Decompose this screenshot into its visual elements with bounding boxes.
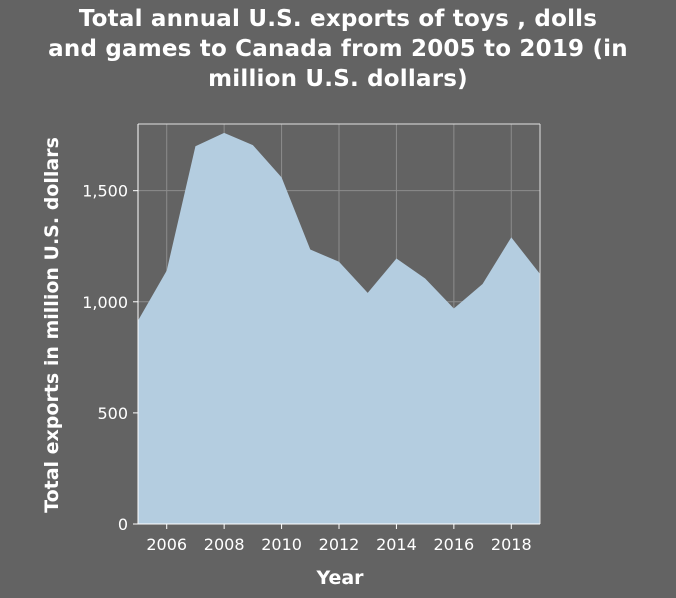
y-tick-label: 0	[118, 515, 128, 534]
x-tick-label: 2014	[376, 535, 417, 554]
x-tick-label: 2008	[204, 535, 245, 554]
chart-title-line-2: and games to Canada from 2005 to 2019 (i…	[48, 36, 628, 62]
x-tick-label: 2012	[319, 535, 360, 554]
y-tick-label: 500	[97, 404, 128, 423]
x-tick-label: 2010	[261, 535, 302, 554]
y-axis-ticks: 0 500 1,000 1,500	[82, 182, 138, 534]
y-axis-label: Total exports in million U.S. dollars	[41, 137, 63, 513]
y-tick-label: 1,000	[82, 293, 128, 312]
x-axis-ticks: 2006 2008 2010 2012 2014 2016 2018	[146, 524, 532, 554]
x-tick-label: 2018	[491, 535, 532, 554]
x-tick-label: 2006	[146, 535, 187, 554]
chart-title: Total annual U.S. exports of toys , doll…	[0, 4, 676, 94]
x-axis-label: Year	[315, 567, 364, 589]
chart-title-line-3: million U.S. dollars)	[208, 66, 468, 92]
area-series	[138, 132, 540, 524]
chart-title-line-1: Total annual U.S. exports of toys , doll…	[78, 6, 598, 32]
y-tick-label: 1,500	[82, 182, 128, 201]
x-tick-label: 2016	[433, 535, 474, 554]
